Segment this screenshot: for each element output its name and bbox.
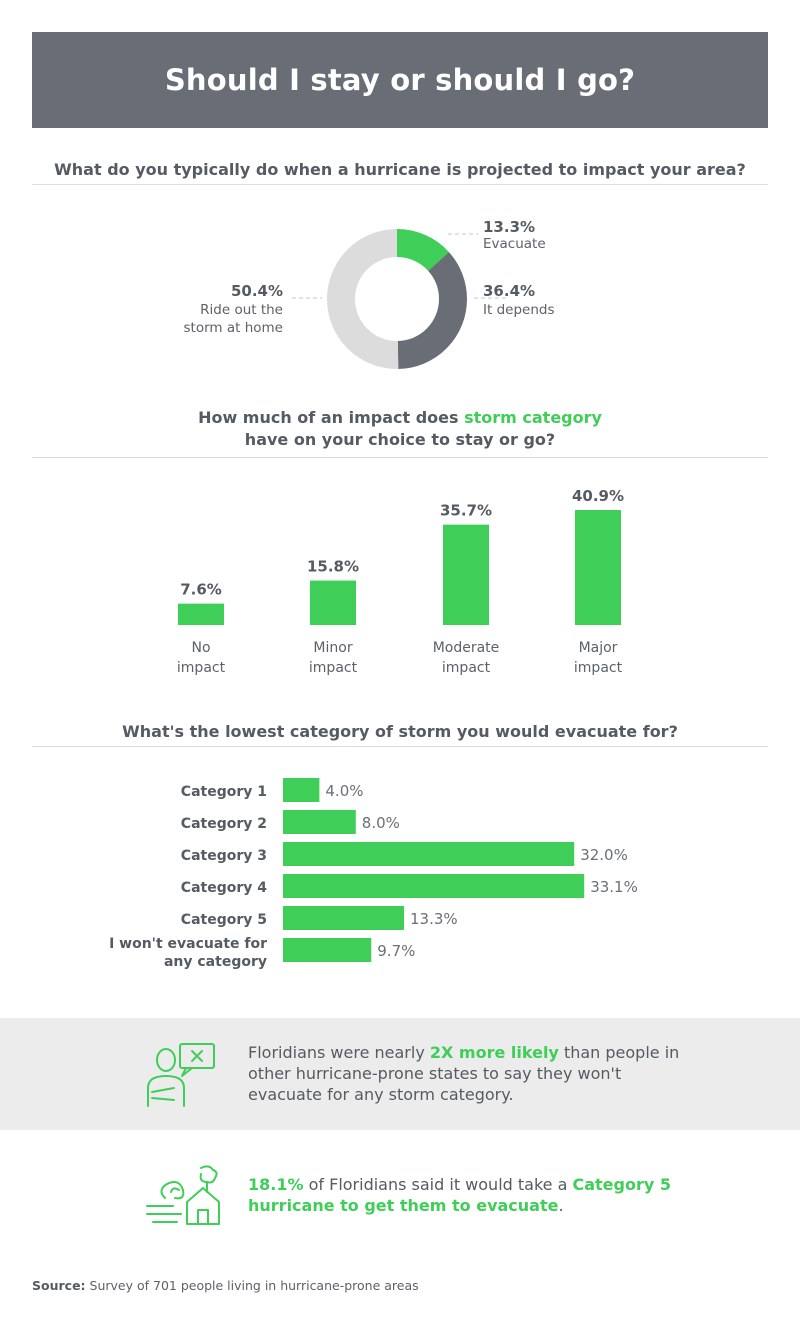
slice-value-depends: 36.4% xyxy=(483,282,535,300)
category-sublabel-5: any category xyxy=(164,954,267,970)
slice-label-ride-out-1: Ride out the xyxy=(200,302,283,318)
category-bar-0 xyxy=(283,778,320,802)
source-note: Source: Survey of 701 people living in h… xyxy=(32,1278,419,1293)
impact-value-label-1: 15.8% xyxy=(307,558,359,576)
category-bar-5 xyxy=(283,938,372,962)
impact-category-label-2: Moderate xyxy=(433,640,500,656)
slice-label-depends: It depends xyxy=(483,302,554,318)
slice-label-evacuate: Evacuate xyxy=(483,236,546,252)
source-text: Survey of 701 people living in hurricane… xyxy=(85,1278,419,1293)
page-title: Should I stay or should I go? xyxy=(164,63,636,97)
category-label-0: Category 1 xyxy=(181,784,267,800)
category-value-label-0: 4.0% xyxy=(325,782,363,800)
category-label-4: Category 5 xyxy=(181,912,267,928)
category-bar-1 xyxy=(283,810,356,834)
impact-category-sublabel-2: impact xyxy=(442,660,491,676)
impact-category-label-1: Minor xyxy=(313,640,352,656)
category-label-5: I won't evacuate for xyxy=(109,936,267,952)
category-label-2: Category 3 xyxy=(181,848,267,864)
category-label-1: Category 2 xyxy=(181,816,267,832)
category-bar-3 xyxy=(283,874,585,898)
hurricane-house-icon xyxy=(146,1165,220,1225)
impact-value-label-2: 35.7% xyxy=(440,502,492,520)
donut-arcs xyxy=(327,229,467,369)
callout-likelihood: Floridians were nearly 2X more likely th… xyxy=(0,1018,800,1130)
slice-value-evacuate: 13.3% xyxy=(483,218,535,236)
impact-question-accent: storm category xyxy=(464,408,602,427)
impact-category-sublabel-0: impact xyxy=(177,660,226,676)
impact-bar-chart: 7.6% No impact 15.8% Minor impact 35.7% Moderat… xyxy=(177,487,624,676)
divider xyxy=(32,457,768,458)
callout2-end: . xyxy=(558,1196,564,1215)
impact-category-label-0: No xyxy=(191,640,210,656)
donut-slice-2 xyxy=(327,229,467,369)
impact-question-post: have on your choice to stay or go? xyxy=(244,430,556,449)
slice-value-ride-out: 50.4% xyxy=(231,282,283,300)
divider xyxy=(32,184,768,185)
impact-question: How much of an impact does storm categor… xyxy=(32,407,768,451)
impact-bar-0 xyxy=(178,603,224,625)
callout1-post: than people in other hurricane-prone sta… xyxy=(248,1043,680,1104)
donut-chart: 13.3% Evacuate 36.4% It depends 50.4% Ri… xyxy=(184,218,554,369)
impact-value-label-3: 40.9% xyxy=(572,487,624,505)
impact-category-sublabel-3: impact xyxy=(574,660,623,676)
callout1-accent: 2X more likely xyxy=(429,1043,559,1062)
impact-value-label-0: 7.6% xyxy=(180,581,222,599)
category-bar-chart: 4.0% Category 1 8.0% Category 2 32.0% Categor… xyxy=(109,778,638,970)
category-bar-4 xyxy=(283,906,405,930)
category-value-label-1: 8.0% xyxy=(362,814,400,832)
impact-category-sublabel-1: impact xyxy=(309,660,358,676)
divider xyxy=(32,746,768,747)
impact-bar-1 xyxy=(310,580,356,625)
donut-question: What do you typically do when a hurrican… xyxy=(54,160,746,179)
impact-question-pre: How much of an impact does xyxy=(198,408,465,427)
category-question: What's the lowest category of storm you … xyxy=(122,722,678,741)
category-value-label-4: 13.3% xyxy=(410,910,458,928)
title-banner: Should I stay or should I go? xyxy=(32,32,768,128)
callout1-pre: Floridians were nearly xyxy=(248,1043,430,1062)
category-value-label-5: 9.7% xyxy=(377,942,415,960)
person-speech-icon xyxy=(147,1043,215,1107)
callout-category5-text: 18.1% of Floridians said it would take a… xyxy=(248,1174,708,1216)
source-label: Source: xyxy=(32,1278,86,1293)
callout2-mid: of Floridians said it would take a xyxy=(303,1175,573,1194)
impact-bar-3 xyxy=(575,510,621,625)
category-value-label-3: 33.1% xyxy=(590,878,638,896)
category-value-label-2: 32.0% xyxy=(580,846,628,864)
callout-category5: 18.1% of Floridians said it would take a… xyxy=(0,1150,800,1240)
callout-likelihood-text: Floridians were nearly 2X more likely th… xyxy=(248,1042,688,1105)
donut-slice-1 xyxy=(327,229,467,369)
slice-label-ride-out-2: storm at home xyxy=(184,320,283,336)
callout2-accent2: Category 5 hurricane to get them to evac… xyxy=(248,1175,671,1215)
impact-category-label-3: Major xyxy=(579,640,618,656)
impact-bar-2 xyxy=(443,524,489,625)
callout2-accent1: 18.1% xyxy=(248,1175,304,1194)
category-bar-2 xyxy=(283,842,575,866)
category-label-3: Category 4 xyxy=(181,880,267,896)
